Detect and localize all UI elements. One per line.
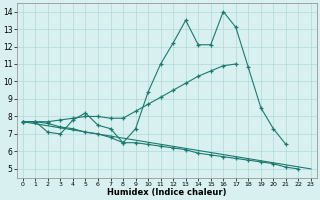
X-axis label: Humidex (Indice chaleur): Humidex (Indice chaleur) bbox=[107, 188, 227, 197]
